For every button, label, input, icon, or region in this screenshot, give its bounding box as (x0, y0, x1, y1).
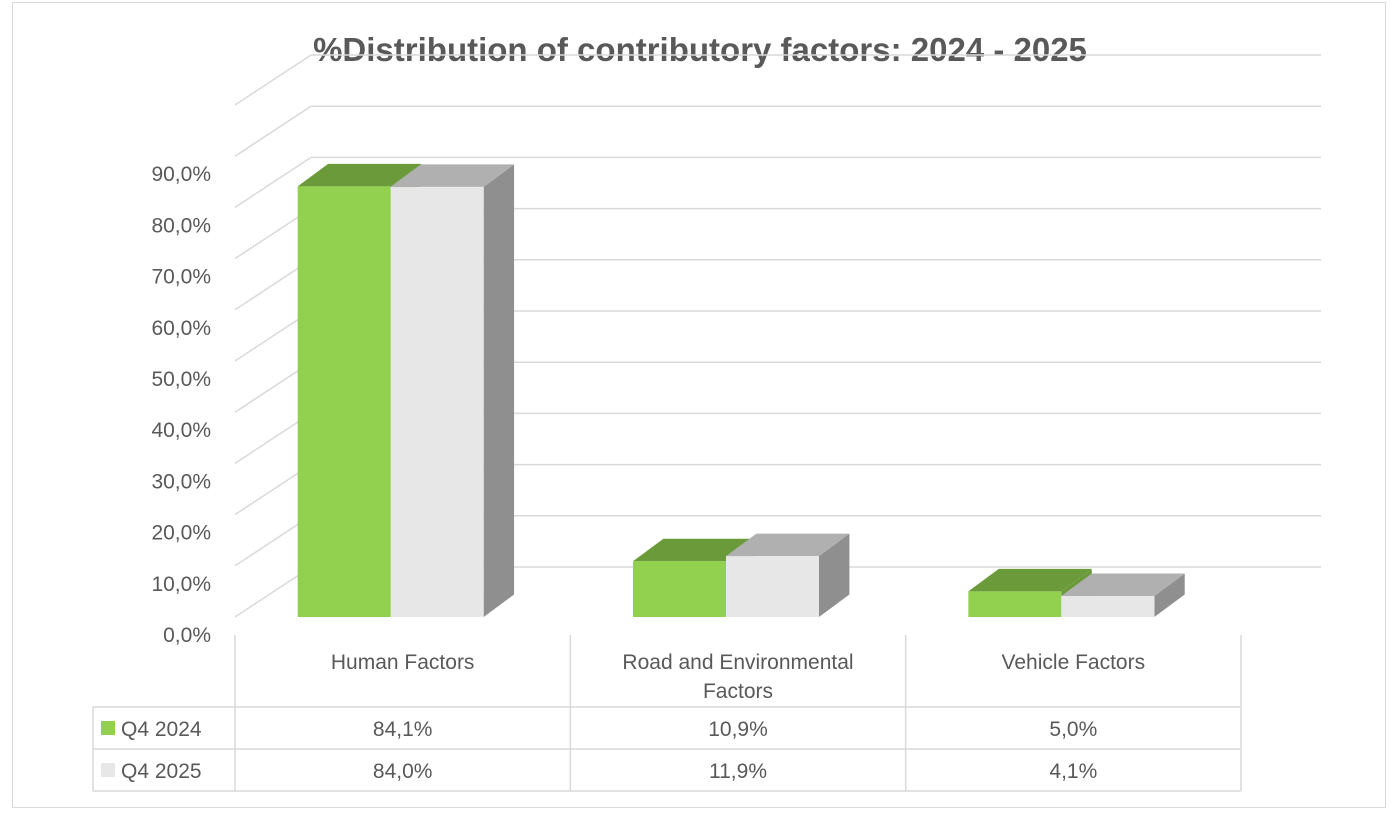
gridline-wall (234, 156, 312, 209)
bar-front (968, 591, 1062, 617)
bar (726, 533, 850, 617)
bar-top (390, 164, 515, 187)
data-label: 10,9% (708, 718, 768, 741)
bar (1061, 573, 1185, 617)
y-tick-label: 40,0% (151, 419, 211, 442)
bar (390, 164, 515, 618)
y-axis: 0,0% 10,0% 20,0% 30,0% 40,0% 50,0% 60,0% 70,0% 8… (151, 163, 211, 647)
bar-top (297, 163, 422, 187)
bar-front (390, 186, 484, 618)
legend-swatch (101, 721, 115, 735)
bar-front (633, 561, 726, 617)
bar-front (726, 556, 819, 617)
y-tick-label: 30,0% (151, 470, 211, 493)
y-tick-label: 80,0% (151, 214, 211, 237)
y-tick-label: 70,0% (151, 266, 211, 289)
bar-side (1154, 573, 1185, 617)
y-tick-label: 90,0% (151, 163, 211, 186)
data-label: 5,0% (1049, 718, 1097, 741)
bar-top (1061, 573, 1185, 597)
bar-front (297, 186, 391, 617)
chart-canvas: %Distribution of contributory factors: 2… (92, 31, 1321, 792)
gridline-wall (234, 105, 312, 157)
data-label: 84,1% (373, 718, 433, 741)
y-tick-label: 20,0% (151, 522, 211, 545)
y-tick-label: 0,0% (163, 624, 211, 647)
y-tick-label: 10,0% (151, 573, 211, 596)
bar-front (1061, 596, 1155, 617)
y-tick-label: 60,0% (151, 317, 211, 340)
legend-label: Q4 2024 (121, 718, 202, 741)
data-label: 4,1% (1049, 760, 1097, 783)
legend-label: Q4 2025 (121, 760, 202, 783)
bar-side (819, 533, 850, 617)
data-label: 84,0% (373, 760, 433, 783)
bar-side (483, 164, 515, 618)
bar-top (633, 538, 757, 562)
category-label: Road and Environmental Factors (622, 651, 853, 703)
bar-top (726, 533, 850, 557)
chart-title: %Distribution of contributory factors: 2… (313, 31, 1087, 68)
data-table: Human Factors Road and Environmental Facto… (92, 635, 1242, 792)
data-label: 11,9% (709, 760, 767, 783)
category-label: Human Factors (331, 651, 475, 674)
category-label: Vehicle Factors (1002, 651, 1146, 674)
bars (297, 163, 1185, 618)
chart-frame: %Distribution of contributory factors: 2… (12, 2, 1386, 808)
y-tick-label: 50,0% (151, 368, 211, 391)
bar-top (968, 568, 1092, 592)
legend-swatch (101, 763, 115, 777)
gridline-wall (234, 54, 312, 106)
